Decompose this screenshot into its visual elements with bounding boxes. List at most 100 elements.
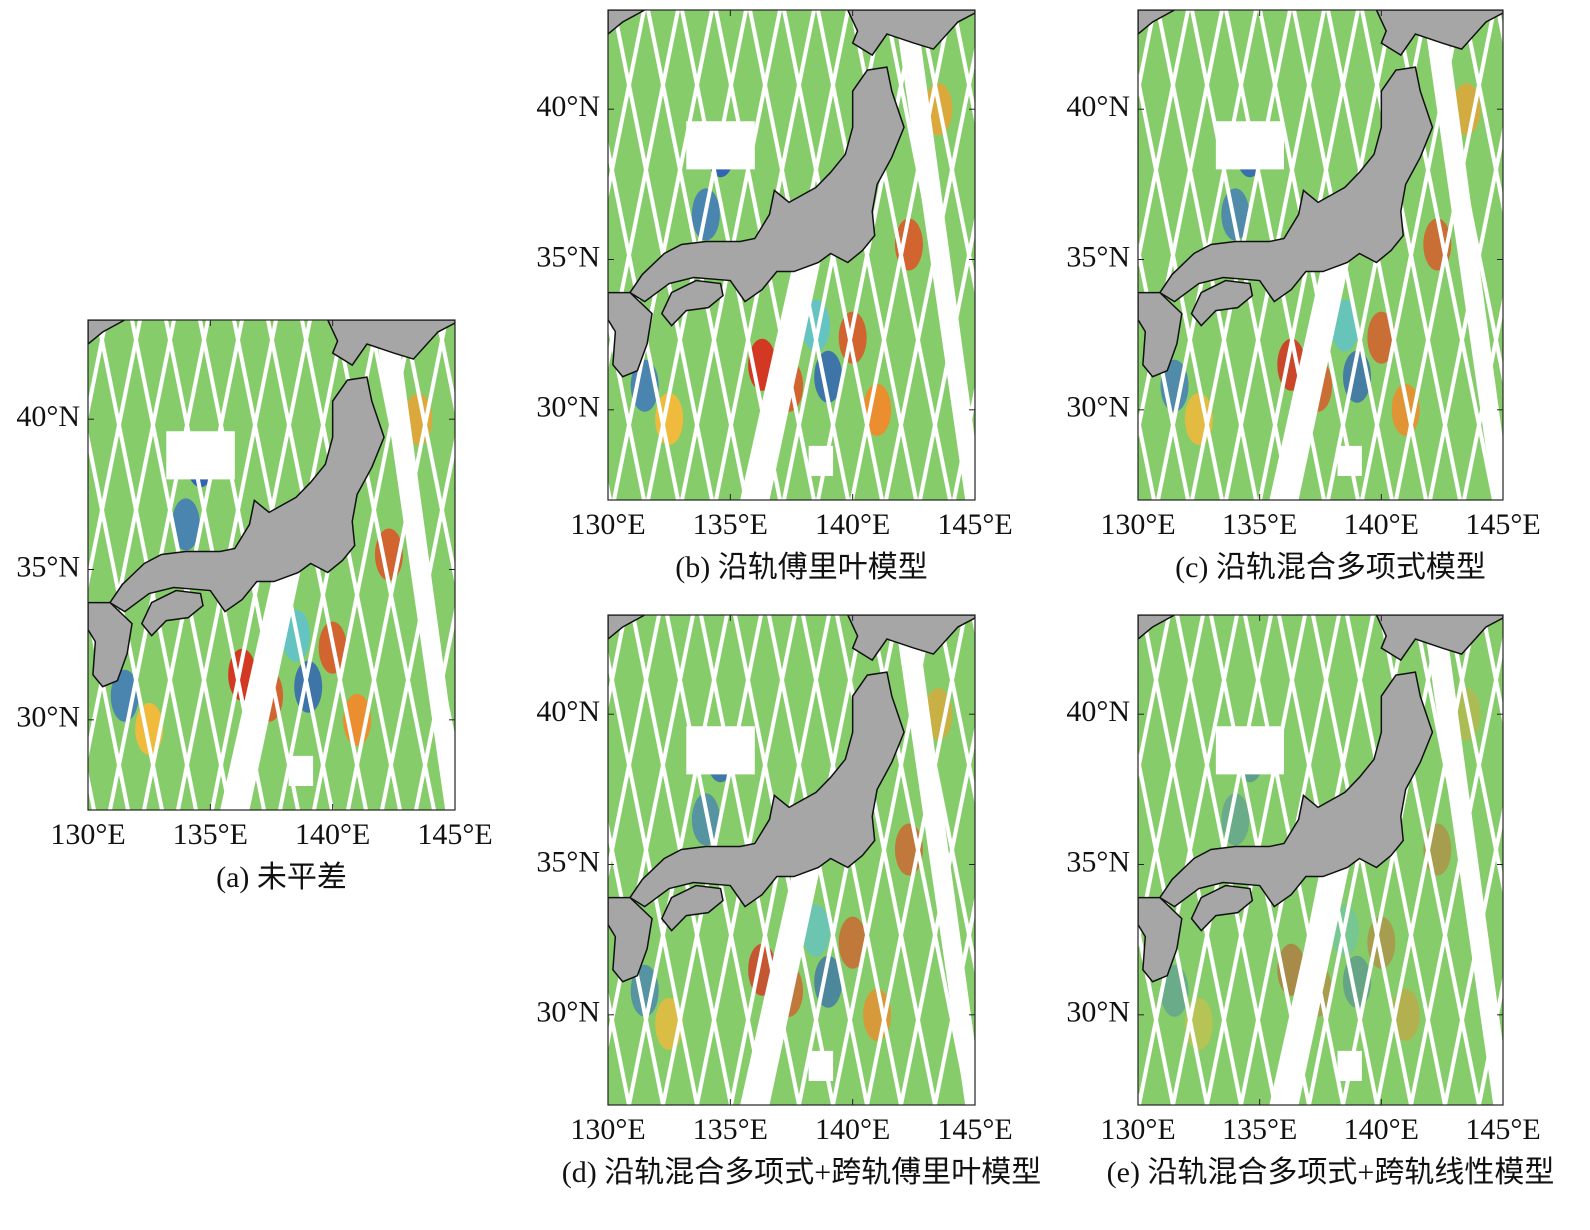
map-panel: 130°E 135°E 140°E 145°E 30°N 35°N 40°N (a) 未平差 (16, 319, 493, 894)
x-tick-label: 130°E (570, 1113, 645, 1146)
land (326, 320, 455, 367)
data-gap (1215, 121, 1284, 170)
y-tick-label: 30°N (1066, 996, 1130, 1029)
land (628, 671, 905, 908)
data-gap (220, 569, 301, 810)
data-gap (894, 10, 975, 500)
x-tick-label: 145°E (1465, 1113, 1540, 1146)
map-frame (1137, 9, 1504, 501)
x-tick-label: 135°E (1222, 1113, 1297, 1146)
x-tick-label: 130°E (1100, 508, 1175, 541)
x-tick-label: 135°E (1222, 508, 1297, 541)
panel-caption: (c) 沿轨混合多项式模型 (1175, 551, 1486, 584)
y-tick-label: 30°N (1066, 391, 1130, 424)
land (608, 10, 646, 36)
y-tick-label: 35°N (536, 240, 600, 273)
land (1158, 66, 1434, 303)
x-tick-label: 140°E (815, 1113, 890, 1146)
land (1138, 291, 1183, 378)
y-tick-label: 40°N (1066, 695, 1130, 728)
land (1138, 896, 1183, 983)
data-gap (686, 121, 755, 170)
data-gap (894, 615, 975, 1105)
y-tick-label: 40°N (536, 695, 600, 728)
land (608, 896, 653, 983)
land (88, 320, 126, 346)
x-tick-label: 145°E (1465, 508, 1540, 541)
land (108, 376, 385, 613)
data-gap (1269, 259, 1350, 500)
data-gap (1337, 1050, 1362, 1081)
map-content (88, 320, 455, 810)
map-content (608, 10, 975, 500)
data-gap (808, 445, 834, 476)
panel-caption: (a) 未平差 (216, 861, 347, 894)
panel-caption: (b) 沿轨傅里叶模型 (675, 551, 927, 584)
data-gap (288, 755, 314, 786)
map-frame (87, 319, 456, 811)
data-gap (374, 320, 455, 810)
y-tick-label: 35°N (16, 550, 80, 583)
x-tick-label: 130°E (570, 508, 645, 541)
y-tick-label: 40°N (1066, 90, 1130, 123)
x-tick-label: 145°E (937, 508, 1012, 541)
land (846, 615, 975, 662)
y-tick-label: 40°N (16, 400, 80, 433)
x-tick-label: 145°E (417, 818, 492, 851)
land (1138, 10, 1175, 36)
x-tick-label: 140°E (1344, 1113, 1419, 1146)
map-frame (1137, 614, 1504, 1106)
x-tick-label: 140°E (1344, 508, 1419, 541)
land (608, 615, 646, 641)
y-tick-label: 40°N (536, 90, 600, 123)
y-tick-label: 35°N (1066, 240, 1130, 273)
x-tick-label: 140°E (815, 508, 890, 541)
x-tick-label: 130°E (50, 818, 125, 851)
land (1375, 615, 1503, 662)
map-frame (607, 614, 976, 1106)
data-gap (740, 864, 821, 1105)
land (1190, 279, 1254, 327)
land (1158, 671, 1434, 908)
land (628, 66, 905, 303)
map-content (1138, 10, 1503, 500)
map-frame (607, 9, 976, 501)
land (608, 291, 653, 378)
land (1138, 615, 1175, 641)
land (660, 279, 724, 327)
data-gap (808, 1050, 834, 1081)
map-panel: 130°E 135°E 140°E 145°E 30°N 35°N 40°N (e) 沿轨混合… (1066, 614, 1555, 1189)
panel-caption: (d) 沿轨混合多项式+跨轨傅里叶模型 (562, 1156, 1041, 1189)
y-tick-label: 30°N (16, 701, 80, 734)
data-gap (686, 726, 755, 775)
panel-caption: (e) 沿轨混合多项式+跨轨线性模型 (1107, 1156, 1555, 1189)
map-content (1138, 615, 1503, 1105)
map-panel: 130°E 135°E 140°E 145°E 30°N 35°N 40°N (d) 沿轨混合… (536, 614, 1041, 1189)
data-gap (1422, 615, 1503, 1105)
y-tick-label: 30°N (536, 391, 600, 424)
map-content (608, 615, 975, 1105)
y-tick-label: 30°N (536, 996, 600, 1029)
data-gap (166, 431, 235, 480)
land (140, 589, 204, 637)
data-gap (1337, 445, 1362, 476)
land (660, 884, 724, 932)
data-gap (1422, 10, 1503, 500)
data-gap (740, 259, 821, 500)
land (846, 10, 975, 57)
land (88, 601, 133, 688)
x-tick-label: 135°E (693, 508, 768, 541)
x-tick-label: 145°E (937, 1113, 1012, 1146)
land (1375, 10, 1503, 57)
x-tick-label: 130°E (1100, 1113, 1175, 1146)
x-tick-label: 135°E (693, 1113, 768, 1146)
data-gap (1269, 864, 1350, 1105)
y-tick-label: 35°N (536, 845, 600, 878)
x-tick-label: 135°E (173, 818, 248, 851)
map-panel: 130°E 135°E 140°E 145°E 30°N 35°N 40°N (b) 沿轨傅里… (536, 9, 1013, 584)
map-panel: 130°E 135°E 140°E 145°E 30°N 35°N 40°N (c) 沿轨混合… (1066, 9, 1541, 584)
land (1190, 884, 1254, 932)
x-tick-label: 140°E (295, 818, 370, 851)
y-tick-label: 35°N (1066, 845, 1130, 878)
